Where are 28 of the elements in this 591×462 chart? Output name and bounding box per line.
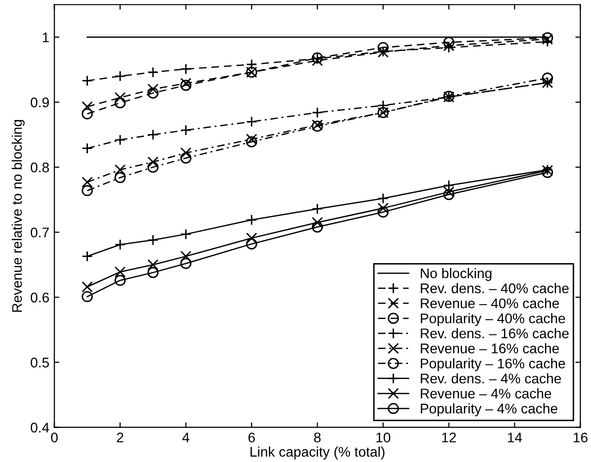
legend-label: Popularity – 40% cache <box>420 313 566 326</box>
y-tick-label: 0.4 <box>30 422 50 433</box>
y-axis-title: Revenue relative to no blocking <box>12 120 25 312</box>
x-tick-label: 0 <box>51 432 58 442</box>
x-tick-label: 12 <box>442 432 456 442</box>
legend-label: No blocking <box>420 268 492 281</box>
x-tick-label: 16 <box>574 432 588 442</box>
y-tick-label: 0.7 <box>30 228 49 238</box>
y-tick-label: 1 <box>42 32 49 42</box>
x-tick-label: 6 <box>248 432 255 442</box>
x-tick-label: 2 <box>116 432 124 442</box>
y-tick-label: 0.6 <box>30 292 49 302</box>
x-tick-label: 10 <box>376 432 390 442</box>
legend-label: Rev. dens. – 16% cache <box>420 328 569 338</box>
legend-label: Rev. dens. – 40% cache <box>420 283 569 294</box>
x-tick-label: 4 <box>182 432 190 442</box>
legend-label: Revenue – 16% cache <box>420 343 559 354</box>
y-tick-label: 0.9 <box>30 98 49 108</box>
x-tick-label: 8 <box>314 432 321 442</box>
y-tick-label: 0.5 <box>30 358 49 368</box>
x-tick-label: 14 <box>508 432 522 442</box>
legend-label: Popularity – 4% cache <box>420 403 558 416</box>
x-axis-title: Link capacity (% total) <box>250 446 384 460</box>
y-tick-label: 0.8 <box>30 162 49 172</box>
legend-label: Popularity – 16% cache <box>420 358 566 372</box>
legend-label: Revenue – 40% cache <box>420 298 559 308</box>
legend-label: Revenue – 4% cache <box>420 388 552 398</box>
legend-label: Rev. dens. – 4% cache <box>420 373 561 384</box>
